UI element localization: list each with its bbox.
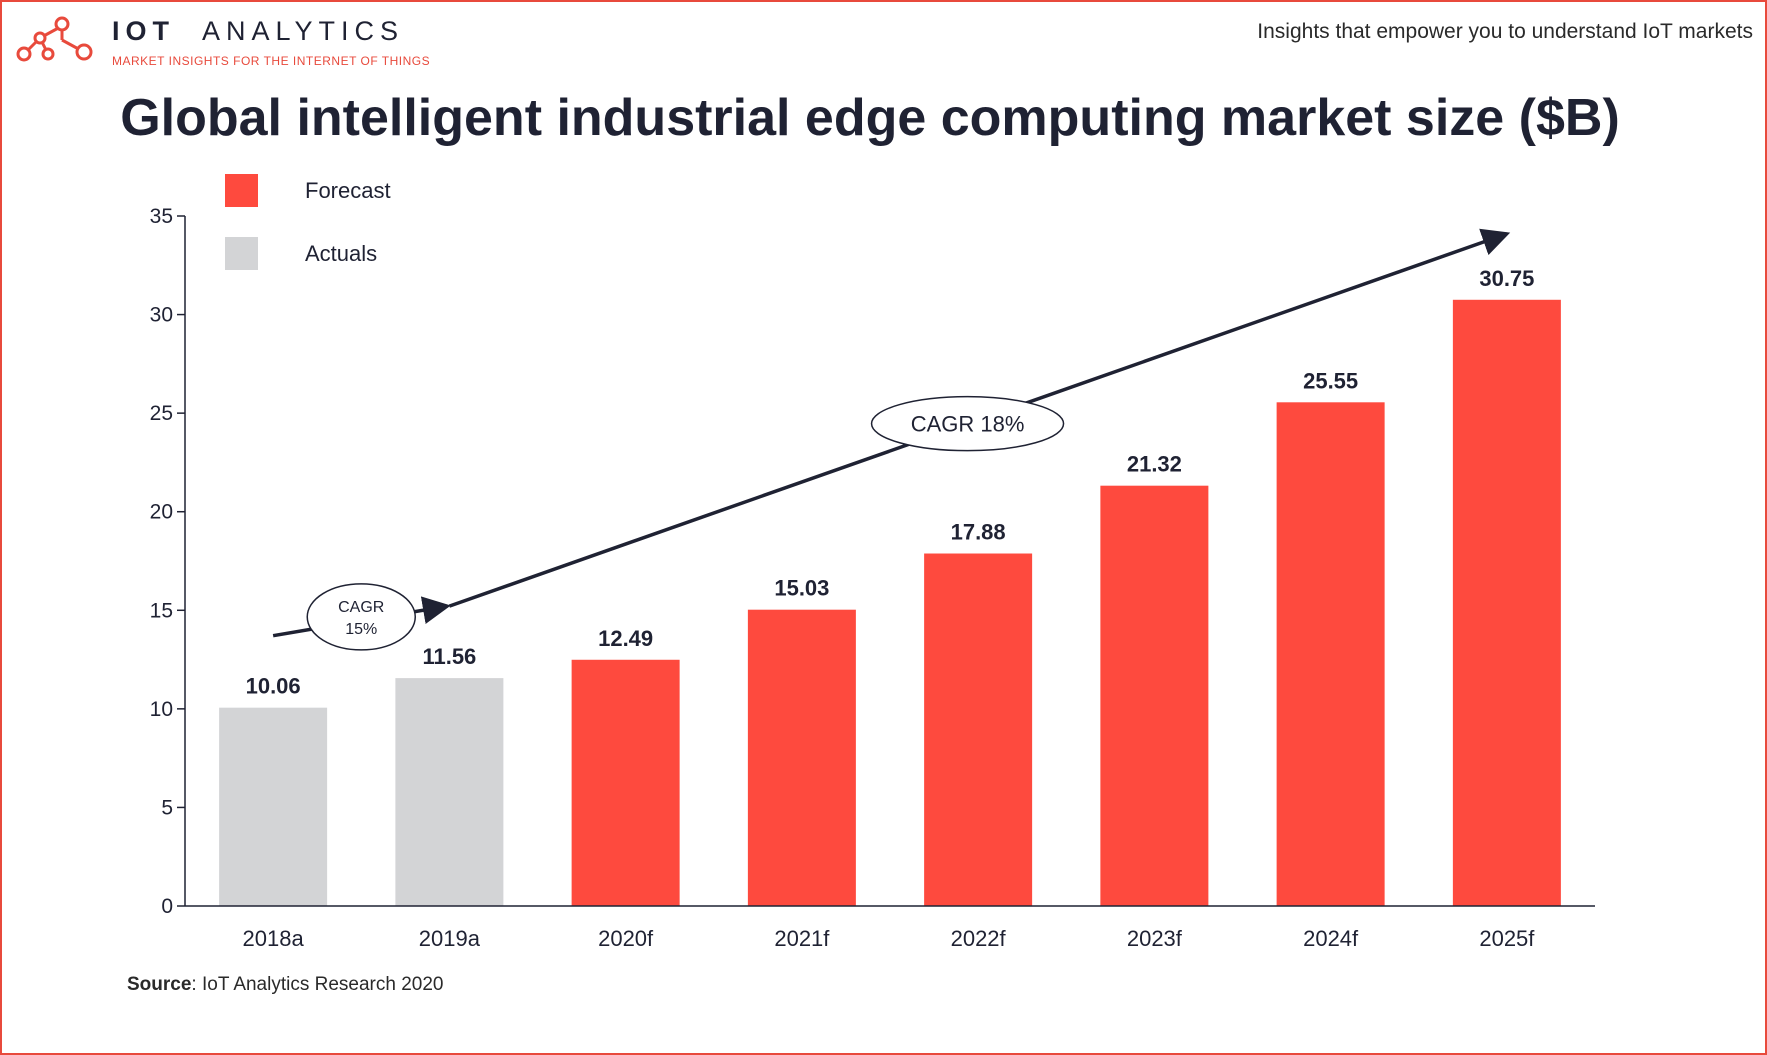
cagr-label-small: 15% <box>345 621 377 638</box>
x-tick-label: 2021f <box>774 926 830 951</box>
x-axis: 2018a 2019a 2020f 2021f 2022f 2023f 2024f 2025f <box>185 905 1595 951</box>
legend-label: Forecast <box>305 178 391 203</box>
data-label: 11.56 <box>422 644 476 669</box>
bar-2021f <box>747 609 856 906</box>
bar-2018a <box>219 707 328 906</box>
data-label: 17.88 <box>951 520 1006 545</box>
y-tick-label: 30 <box>150 304 173 327</box>
bar-2019a <box>395 678 504 906</box>
brand-name: IOT ANALYTICS <box>112 16 404 47</box>
cagr-label-small: CAGR <box>338 599 384 616</box>
brand-name-regular: ANALYTICS <box>202 16 405 46</box>
source-label: Source <box>127 974 192 995</box>
y-tick-label: 20 <box>150 501 173 524</box>
y-tick-label: 10 <box>150 698 173 721</box>
header-tagline: Insights that empower you to understand … <box>1257 20 1753 43</box>
source-note: Source: IoT Analytics Research 2020 <box>127 974 444 996</box>
data-label: 15.03 <box>774 576 829 601</box>
bar-2022f <box>924 553 1033 906</box>
bar-2024f <box>1276 402 1385 906</box>
y-tick-label: 15 <box>150 599 173 622</box>
y-tick-label: 5 <box>161 796 173 819</box>
cagr-ellipse-small <box>306 583 416 651</box>
x-tick-label: 2025f <box>1479 926 1535 951</box>
y-tick-label: 35 <box>150 205 173 228</box>
data-label: 21.32 <box>1127 452 1182 477</box>
x-tick-label: 2018a <box>243 926 305 951</box>
brand-name-bold: IOT <box>112 16 175 46</box>
cagr-label-large: CAGR 18% <box>911 412 1025 437</box>
value-labels: 10.06 11.56 12.49 15.03 17.88 21.32 25.55 30.75 <box>246 266 1535 699</box>
bars <box>219 299 1561 906</box>
data-label: 25.55 <box>1303 368 1358 393</box>
cagr-ellipse-large <box>870 395 1065 452</box>
x-tick-label: 2023f <box>1127 926 1183 951</box>
chart-title: Global intelligent industrial edge compu… <box>120 89 1620 147</box>
bar-2023f <box>1100 485 1209 906</box>
brand-tagline: MARKET INSIGHTS FOR THE INTERNET OF THIN… <box>112 54 431 68</box>
legend-swatch <box>225 237 258 270</box>
x-tick-label: 2019a <box>419 926 481 951</box>
legend-label: Actuals <box>305 241 377 266</box>
y-axis: 0 5 10 15 20 25 30 35 <box>150 205 186 918</box>
data-label: 30.75 <box>1479 266 1534 291</box>
x-tick-label: 2020f <box>598 926 654 951</box>
legend-swatch <box>225 174 258 207</box>
y-tick-label: 25 <box>150 402 173 425</box>
data-label: 10.06 <box>246 674 301 699</box>
x-tick-label: 2022f <box>951 926 1007 951</box>
bar-2020f <box>571 659 680 906</box>
bar-2025f <box>1452 299 1561 906</box>
y-tick-label: 0 <box>161 895 173 918</box>
chart-legend: Forecast Actuals <box>225 174 391 270</box>
data-label: 12.49 <box>598 626 653 651</box>
source-text: : IoT Analytics Research 2020 <box>191 974 444 995</box>
cagr-annotations: CAGR 15% CAGR 18% <box>272 228 1511 651</box>
x-tick-label: 2024f <box>1303 926 1359 951</box>
network-nodes-icon <box>16 16 93 62</box>
